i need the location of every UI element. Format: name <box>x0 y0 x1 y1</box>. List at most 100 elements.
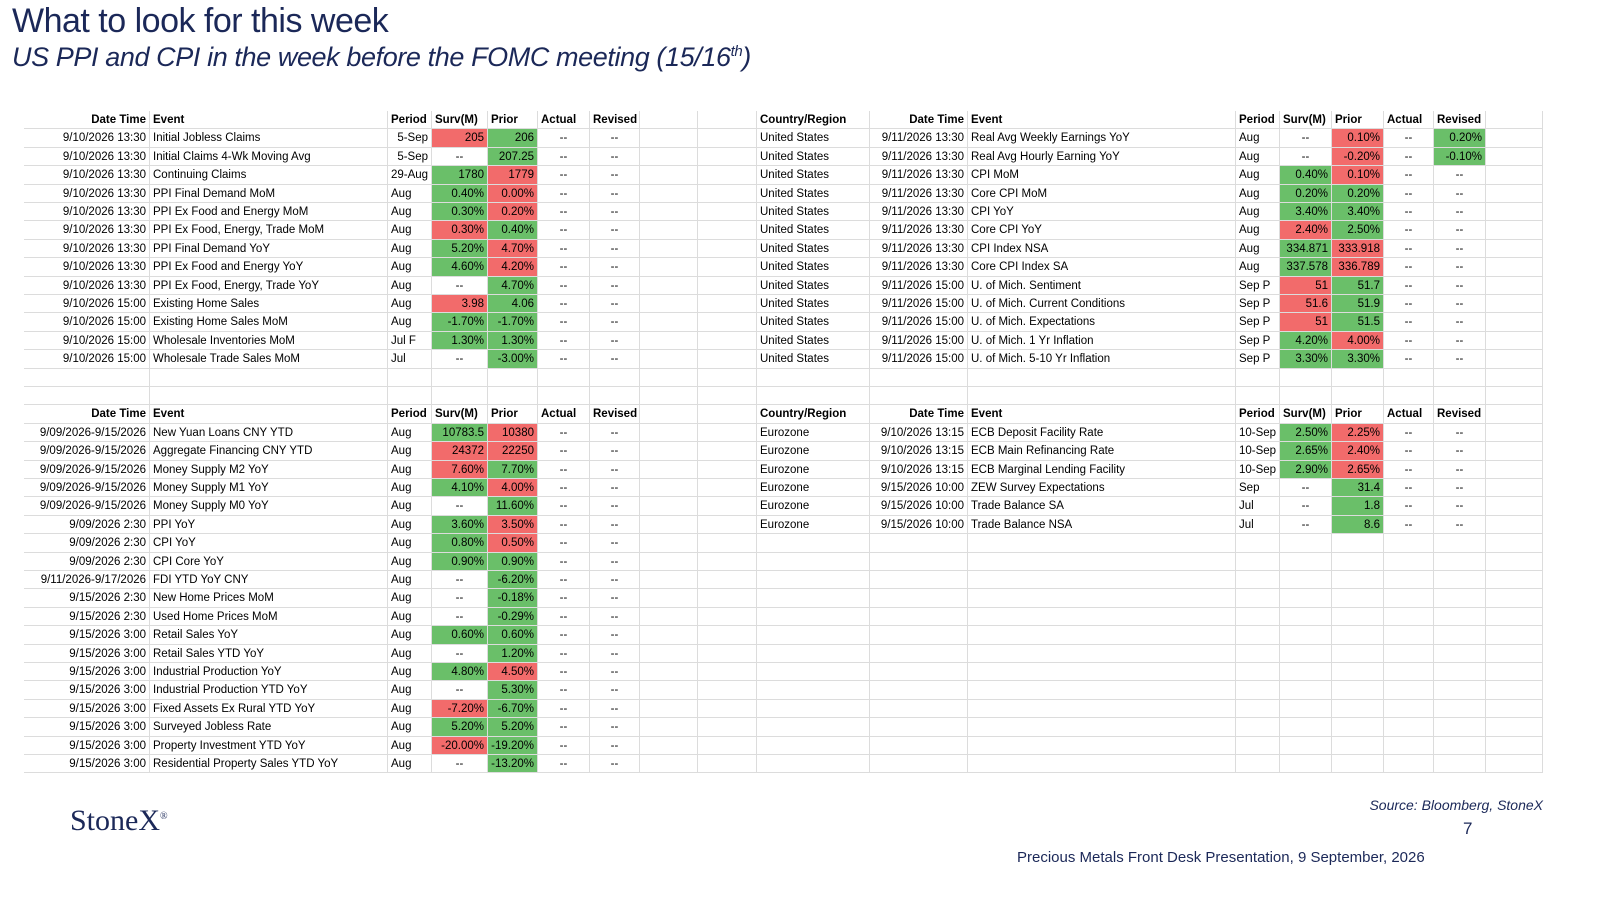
table-cell <box>1434 663 1486 682</box>
table-cell: 207.25 <box>488 147 538 167</box>
cell-text: Period <box>1239 408 1275 421</box>
table-cell: U. of Mich. Sentiment <box>968 276 1236 295</box>
table-cell <box>640 184 698 203</box>
cell-text: 9/10/2026 13:30 <box>62 224 146 237</box>
cell-text: 9/11/2026 13:30 <box>881 150 964 163</box>
table-cell: -- <box>1280 129 1332 148</box>
table-cell: 1.30% <box>432 331 488 351</box>
table-cell: -- <box>590 423 640 443</box>
cell-text: 3.40% <box>1295 206 1328 218</box>
table-cell: Sep <box>1236 479 1280 498</box>
cell-text: -6.70% <box>497 702 534 715</box>
cell-text: 1.8 <box>1364 500 1380 513</box>
cell-text: 9/11/2026 15:00 <box>881 334 964 347</box>
table-cell: -- <box>1434 497 1486 516</box>
table-cell: Jul <box>388 350 432 369</box>
table-cell <box>640 479 698 498</box>
table-cell: -6.20% <box>488 571 538 590</box>
table-cell: 9/10/2026 13:30 <box>24 276 150 295</box>
cell-text: 4.80% <box>451 666 484 678</box>
table-cell <box>1384 607 1434 627</box>
table-cell: -1.70% <box>488 313 538 332</box>
table-cell <box>698 534 757 553</box>
subtitle-sup: th <box>730 43 743 60</box>
table-cell <box>698 184 757 203</box>
cell-text: 22250 <box>502 445 534 458</box>
cell-text: Actual <box>541 408 577 421</box>
table-cell: CPI Index NSA <box>968 239 1236 259</box>
cell-text: 1.30% <box>501 334 534 347</box>
table-cell: -0.29% <box>488 607 538 627</box>
table-cell <box>1486 681 1543 700</box>
table-cell: -- <box>432 644 488 663</box>
table-cell <box>1332 718 1384 737</box>
table-cell <box>1384 699 1434 719</box>
blank-cell <box>150 387 388 406</box>
cell-text: Revised <box>593 114 638 126</box>
cell-text: 334.871 <box>1286 242 1328 255</box>
table-cell <box>1486 589 1543 608</box>
table-cell <box>1486 239 1543 259</box>
blank-cell <box>1332 368 1384 387</box>
table-cell: -- <box>432 497 488 516</box>
cell-text: -- <box>1404 224 1413 237</box>
cell-text: Aug <box>391 224 412 237</box>
cell-text: -- <box>1404 242 1413 255</box>
table-cell: -- <box>1384 442 1434 461</box>
table-cell <box>1434 571 1486 590</box>
table-cell: 0.60% <box>488 626 538 645</box>
blank-cell <box>640 368 698 387</box>
table-cell <box>1280 534 1332 553</box>
table-cell: Aug <box>388 626 432 645</box>
table-cell: -- <box>538 239 590 259</box>
table-cell: 3.40% <box>1332 203 1384 222</box>
cell-text: -- <box>559 702 568 715</box>
cell-text: -- <box>1404 261 1413 274</box>
table-cell: -- <box>538 589 590 608</box>
table-cell: 0.60% <box>432 626 488 645</box>
cell-text: 207.25 <box>498 150 534 163</box>
header-cell: Revised <box>590 405 640 424</box>
table-cell: -- <box>538 350 590 369</box>
table-cell: United States <box>757 184 870 203</box>
cell-text: -- <box>559 187 568 200</box>
cell-text: CPI MoM <box>971 169 1019 182</box>
cell-text: 2.50% <box>1295 426 1328 439</box>
cell-text: 9/09/2026 2:30 <box>69 555 146 568</box>
table-cell <box>640 718 698 737</box>
cell-text: Aug <box>391 187 412 200</box>
cell-text: 3.40% <box>1347 206 1380 218</box>
table-cell <box>1384 755 1434 774</box>
cell-text: 0.90% <box>501 555 534 568</box>
cell-text: 5-Sep <box>397 150 428 163</box>
table-cell <box>1384 626 1434 645</box>
table-cell: PPI Ex Food, Energy, Trade MoM <box>150 221 388 240</box>
table-cell: 9/11/2026 13:30 <box>870 166 968 185</box>
cell-text: -- <box>559 537 568 550</box>
table-cell: -6.70% <box>488 699 538 719</box>
table-cell: -7.20% <box>432 699 488 719</box>
header-cell <box>1486 111 1543 130</box>
cell-text: 9/15/2026 10:00 <box>880 500 964 513</box>
table-cell: 337.578 <box>1280 258 1332 277</box>
table-cell <box>698 552 757 571</box>
blank-cell <box>1280 368 1332 387</box>
cell-text: Sep <box>1239 482 1260 494</box>
table-cell: -- <box>590 166 640 185</box>
cell-text: -- <box>1404 334 1413 347</box>
cell-text: Used Home Prices MoM <box>153 610 278 623</box>
table-cell: Wholesale Trade Sales MoM <box>150 350 388 369</box>
table-cell: Aug <box>388 552 432 571</box>
header-cell <box>1486 405 1543 424</box>
table-cell: Aug <box>388 239 432 259</box>
cell-text: PPI Ex Food and Energy MoM <box>153 206 309 218</box>
table-cell <box>757 736 870 755</box>
blank-cell <box>1486 387 1543 406</box>
table-cell <box>1280 571 1332 590</box>
table-cell <box>1332 626 1384 645</box>
table-cell: United States <box>757 350 870 369</box>
cell-text: -- <box>610 610 619 623</box>
table-cell: -- <box>538 571 590 590</box>
cell-text: 0.20% <box>501 206 534 218</box>
cell-text: Eurozone <box>760 445 810 458</box>
